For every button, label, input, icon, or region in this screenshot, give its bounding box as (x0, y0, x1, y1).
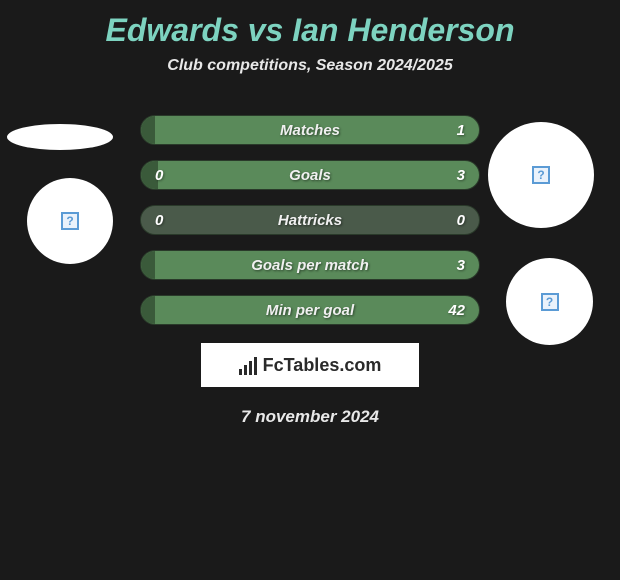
avatar-right-bottom: ? (506, 258, 593, 345)
logo-chart-icon (239, 355, 257, 375)
subtitle: Club competitions, Season 2024/2025 (0, 57, 620, 75)
stat-right-value: 1 (457, 122, 465, 139)
date-text: 7 november 2024 (0, 407, 620, 427)
avatar-left-top (7, 124, 113, 150)
stat-left-value (141, 251, 155, 279)
placeholder-icon: ? (541, 293, 559, 311)
stat-label: Hattricks (278, 212, 342, 229)
stat-label: Min per goal (266, 302, 354, 319)
stat-right-value: 3 (457, 167, 465, 184)
logo-badge: FcTables.com (201, 343, 419, 387)
stat-left-value: 0 (141, 161, 158, 189)
stat-right-value: 3 (457, 257, 465, 274)
stat-label: Goals (289, 167, 331, 184)
stat-bar: 0 Goals 3 (140, 160, 480, 190)
stat-label: Matches (280, 122, 340, 139)
stat-bar: Min per goal 42 (140, 295, 480, 325)
placeholder-icon: ? (532, 166, 550, 184)
placeholder-icon: ? (61, 212, 79, 230)
stat-right-value: 0 (457, 212, 465, 229)
stat-label: Goals per match (251, 257, 369, 274)
stat-bar: 0Hattricks0 (140, 205, 480, 235)
stat-left-value (141, 296, 155, 324)
stat-right-value: 42 (448, 302, 465, 319)
page-title: Edwards vs Ian Henderson (0, 0, 620, 57)
stat-left-value (141, 116, 155, 144)
avatar-left-bottom: ? (27, 178, 113, 264)
stat-bar: Goals per match 3 (140, 250, 480, 280)
stat-bar: Matches 1 (140, 115, 480, 145)
logo-text: FcTables.com (263, 355, 382, 376)
avatar-right-top: ? (488, 122, 594, 228)
stats-container: Matches10Goals30Hattricks0Goals per matc… (140, 115, 480, 325)
